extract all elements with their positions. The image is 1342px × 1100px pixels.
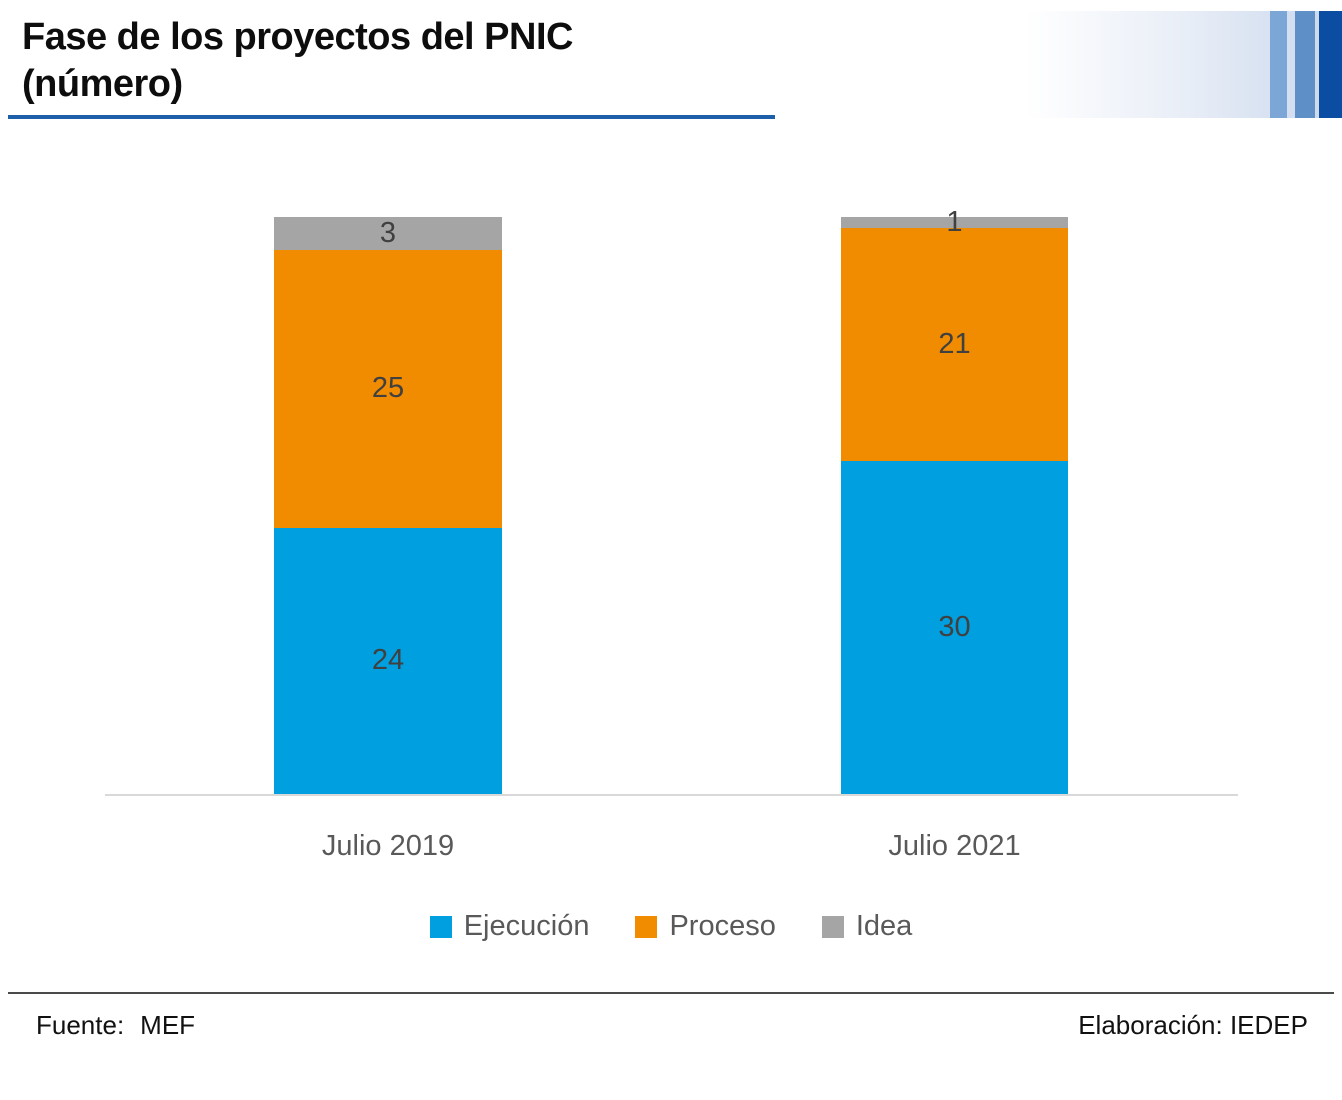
value-label: 3 bbox=[379, 217, 397, 250]
legend-swatch bbox=[635, 915, 658, 938]
legend-swatch bbox=[429, 915, 452, 938]
header-decoration-gradient bbox=[1025, 11, 1342, 118]
decoration-stripe-1 bbox=[1270, 11, 1287, 118]
value-label: 25 bbox=[371, 372, 405, 405]
category-label: Julio 2019 bbox=[321, 830, 455, 862]
chart-legend: Ejecución Proceso Idea bbox=[0, 910, 1342, 943]
chart-subtitle: (número) bbox=[22, 63, 183, 105]
footer-divider bbox=[8, 992, 1334, 994]
bar-segment-idea-1: 3 bbox=[274, 217, 502, 251]
chart-title: Fase de los proyectos del PNIC bbox=[22, 16, 573, 58]
legend-swatch bbox=[821, 915, 844, 938]
source-label: Fuente: bbox=[36, 1010, 125, 1040]
value-label: 30 bbox=[938, 611, 971, 644]
value-label: 21 bbox=[938, 328, 971, 361]
legend-item-proceso: Proceso bbox=[635, 910, 776, 943]
bar-segment-idea-2: 1 bbox=[841, 208, 1068, 237]
legend-item-idea: Idea bbox=[821, 910, 913, 943]
bar-segment-ejecucion-2: 30 bbox=[841, 461, 1068, 794]
title-underline bbox=[8, 115, 775, 119]
legend-label: Ejecución bbox=[463, 910, 590, 942]
legend-item-ejecucion: Ejecución bbox=[429, 910, 590, 943]
bar-segment-proceso-1: 25 bbox=[274, 250, 502, 528]
bar-segment-proceso-2: 21 bbox=[841, 228, 1068, 462]
source-note: Fuente: MEF bbox=[36, 1010, 195, 1041]
legend-label: Proceso bbox=[669, 910, 776, 942]
legend-label: Idea bbox=[855, 910, 913, 942]
decoration-stripe-2 bbox=[1295, 11, 1315, 118]
elaboration-note: Elaboración: IEDEP bbox=[1078, 1010, 1308, 1040]
value-label: 24 bbox=[371, 644, 405, 677]
bar-segment-ejecucion-1: 24 bbox=[274, 527, 502, 794]
x-axis-line bbox=[105, 794, 1238, 796]
category-label: Julio 2021 bbox=[888, 830, 1021, 862]
decoration-stripe-3 bbox=[1319, 11, 1342, 118]
value-label: 1 bbox=[946, 206, 963, 239]
source-value: MEF bbox=[140, 1010, 196, 1040]
